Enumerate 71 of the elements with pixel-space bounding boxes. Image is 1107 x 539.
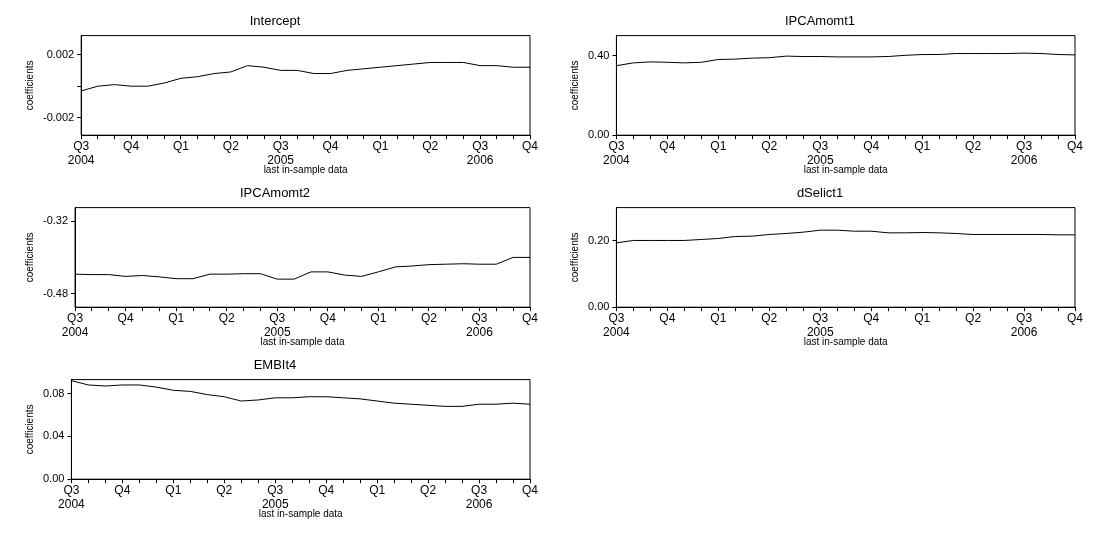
x-tick-label: Q2	[420, 482, 437, 497]
y-tick-label: -0.48	[42, 286, 69, 299]
y-tick-label: 0.002	[46, 47, 75, 60]
y-tick-label: -0.002	[42, 110, 75, 123]
x-axis-title: last in-sample data	[258, 507, 344, 519]
x-axis-title: last in-sample data	[263, 163, 348, 175]
x-tick-label: Q1	[370, 310, 387, 325]
y-tick-label: 0.00	[587, 300, 610, 313]
chart-title: EMBIt4	[253, 357, 297, 373]
x-tick-label: Q2	[420, 310, 438, 325]
x-tick-label: Q4	[322, 138, 339, 153]
x-tick-label: Q4	[1066, 310, 1084, 325]
y-tick-label: 0.00	[42, 472, 65, 485]
x-tick-label: Q2	[222, 138, 240, 153]
x-tick-label: Q4	[1066, 138, 1084, 153]
x-tick-label: Q1	[710, 138, 727, 153]
x-tick-label: Q3 2004	[603, 138, 631, 168]
x-tick-label: Q4	[117, 310, 134, 325]
x-tick-label: Q2	[422, 138, 439, 153]
x-tick-label: Q3 2004	[61, 310, 89, 340]
x-tick-label: Q1	[372, 138, 389, 153]
y-tick-label: 0.20	[587, 233, 610, 246]
x-axis-title: last in-sample data	[260, 335, 345, 347]
x-tick-label: Q4	[659, 310, 676, 325]
x-tick-label: Q4	[863, 310, 880, 325]
x-tick-label: Q4	[318, 482, 335, 497]
x-tick-label: Q1	[172, 138, 190, 153]
x-tick-label: Q2	[761, 138, 778, 153]
chart-title: Intercept	[249, 13, 301, 29]
x-tick-label: Q4	[114, 482, 131, 497]
x-tick-label: Q4	[659, 138, 676, 153]
x-tick-label: Q2	[216, 482, 233, 497]
y-axis-title: coefficients	[23, 404, 35, 455]
x-tick-label: Q1	[914, 310, 931, 325]
chart-title: IPCAmomt2	[239, 185, 311, 201]
x-tick-label: Q2	[761, 310, 778, 325]
x-tick-label: Q2	[965, 138, 982, 153]
x-tick-label: Q2	[965, 310, 982, 325]
y-tick-label: 0.40	[587, 48, 610, 61]
x-axis-title: last in-sample data	[803, 335, 889, 347]
x-tick-label: Q3 2006	[465, 482, 493, 512]
y-axis-title: coefficients	[23, 232, 35, 283]
x-tick-label: Q4	[521, 310, 539, 325]
x-tick-label: Q4	[863, 138, 880, 153]
x-tick-label: Q3 2006	[1010, 310, 1038, 340]
x-tick-label: Q4	[521, 138, 539, 153]
y-tick-label: 0.00	[587, 128, 610, 141]
x-tick-label: Q3 2004	[67, 138, 95, 168]
y-axis-title: coefficients	[568, 60, 580, 111]
x-tick-label: Q1	[710, 310, 727, 325]
x-tick-label: Q3 2004	[603, 310, 631, 340]
x-tick-label: Q3 2006	[466, 310, 494, 340]
x-tick-label: Q4	[123, 138, 140, 153]
x-tick-label: Q4	[521, 482, 539, 497]
x-tick-label: Q1	[369, 482, 386, 497]
y-tick-label: -0.32	[42, 214, 69, 227]
x-tick-label: Q4	[319, 310, 337, 325]
x-tick-label: Q3 2004	[58, 482, 86, 512]
x-axis-title: last in-sample data	[803, 163, 889, 175]
x-tick-label: Q2	[218, 310, 236, 325]
x-tick-label: Q1	[168, 310, 185, 325]
x-tick-label: Q1	[914, 138, 931, 153]
x-tick-label: Q3 2006	[466, 138, 494, 168]
chart-title: IPCAmomt1	[784, 13, 856, 29]
y-axis-title: coefficients	[23, 60, 35, 111]
x-tick-label: Q1	[165, 482, 182, 497]
y-tick-label: 0.04	[42, 429, 65, 442]
chart-title: dSelict1	[796, 185, 844, 201]
y-axis-title: coefficients	[568, 232, 580, 283]
y-tick-label: 0.08	[42, 386, 65, 399]
x-tick-label: Q3 2006	[1010, 138, 1038, 168]
